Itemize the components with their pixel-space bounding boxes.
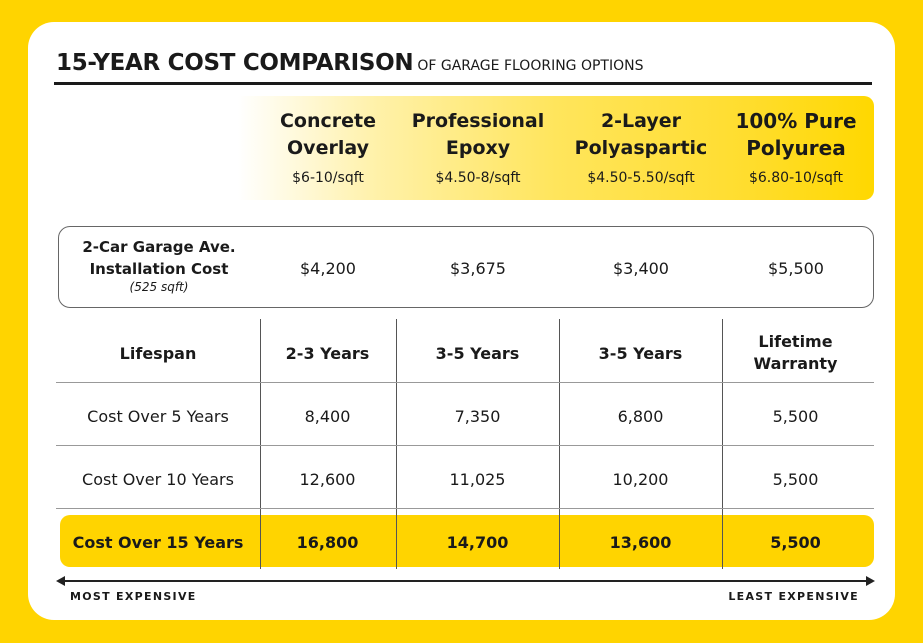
option-header-epoxy: Professional Epoxy $4.50-8/sqft bbox=[398, 108, 558, 186]
header-highlight-band bbox=[238, 96, 874, 200]
option-name: Concrete Overlay bbox=[279, 110, 376, 159]
table-cell: 5,500 bbox=[772, 470, 819, 489]
option-price: $6.80-10/sqft bbox=[748, 170, 843, 186]
scale-label-most-expensive: MOST EXPENSIVE bbox=[70, 590, 197, 603]
installation-value: $3,400 bbox=[613, 259, 669, 278]
row-label-10-years: Cost Over 10 Years bbox=[82, 470, 234, 489]
arrow-right-icon bbox=[866, 576, 875, 586]
row-label-lifespan: Lifespan bbox=[119, 344, 197, 363]
column-divider bbox=[396, 319, 397, 569]
option-price: $6-10/sqft bbox=[292, 170, 364, 186]
column-divider bbox=[722, 319, 723, 569]
option-header-polyaspartic: 2-Layer Polyaspartic $4.50-5.50/sqft bbox=[561, 108, 721, 186]
page-title: 15-YEAR COST COMPARISON OF GARAGE FLOORIN… bbox=[56, 50, 644, 76]
option-name: 100% Pure Polyurea bbox=[735, 109, 857, 160]
table-cell: 11,025 bbox=[449, 470, 506, 489]
option-name: 2-Layer Polyaspartic bbox=[574, 110, 708, 159]
column-divider bbox=[559, 319, 560, 569]
table-cell: 3-5 Years bbox=[598, 344, 683, 363]
installation-label-text: 2-Car Garage Ave. Installation Cost bbox=[82, 238, 236, 278]
installation-cost-row bbox=[58, 226, 874, 308]
table-cell: 8,400 bbox=[304, 407, 351, 426]
arrow-left-icon bbox=[56, 576, 65, 586]
column-divider bbox=[260, 319, 261, 569]
installation-note: (525 sqft) bbox=[129, 280, 189, 294]
title-divider bbox=[54, 82, 872, 85]
table-cell: 12,600 bbox=[299, 470, 356, 489]
table-cell: Lifetime Warranty bbox=[753, 332, 838, 373]
highlight-row-15-years bbox=[60, 515, 874, 567]
installation-value: $3,675 bbox=[450, 259, 506, 278]
option-price: $4.50-8/sqft bbox=[435, 170, 521, 186]
row-label-5-years: Cost Over 5 Years bbox=[87, 407, 229, 426]
option-name: Professional Epoxy bbox=[411, 110, 545, 159]
table-cell: 10,200 bbox=[612, 470, 669, 489]
option-header-polyurea: 100% Pure Polyurea $6.80-10/sqft bbox=[716, 108, 876, 186]
option-price: $4.50-5.50/sqft bbox=[587, 170, 695, 186]
installation-label: 2-Car Garage Ave. Installation Cost (525… bbox=[64, 236, 254, 294]
installation-value: $5,500 bbox=[768, 259, 824, 278]
option-header-concrete: Concrete Overlay $6-10/sqft bbox=[248, 108, 408, 186]
table-cell: 5,500 bbox=[770, 533, 821, 552]
table-cell: 7,350 bbox=[454, 407, 501, 426]
table-cell: 5,500 bbox=[772, 407, 819, 426]
installation-value: $4,200 bbox=[300, 259, 356, 278]
row-divider bbox=[56, 508, 874, 509]
title-main: 15-YEAR COST COMPARISON bbox=[56, 50, 414, 76]
row-label-15-years: Cost Over 15 Years bbox=[72, 533, 244, 552]
title-sub: OF GARAGE FLOORING OPTIONS bbox=[417, 58, 644, 74]
table-cell: 6,800 bbox=[617, 407, 664, 426]
table-cell: 13,600 bbox=[609, 533, 672, 552]
table-cell: 3-5 Years bbox=[435, 344, 520, 363]
table-cell: 16,800 bbox=[296, 533, 359, 552]
row-divider bbox=[56, 382, 874, 383]
row-divider bbox=[56, 445, 874, 446]
comparison-card: 15-YEAR COST COMPARISON OF GARAGE FLOORIN… bbox=[28, 22, 895, 620]
expense-scale-arrow bbox=[60, 580, 868, 582]
scale-label-least-expensive: LEAST EXPENSIVE bbox=[728, 590, 859, 603]
table-cell: 14,700 bbox=[446, 533, 509, 552]
table-cell: 2-3 Years bbox=[285, 344, 370, 363]
